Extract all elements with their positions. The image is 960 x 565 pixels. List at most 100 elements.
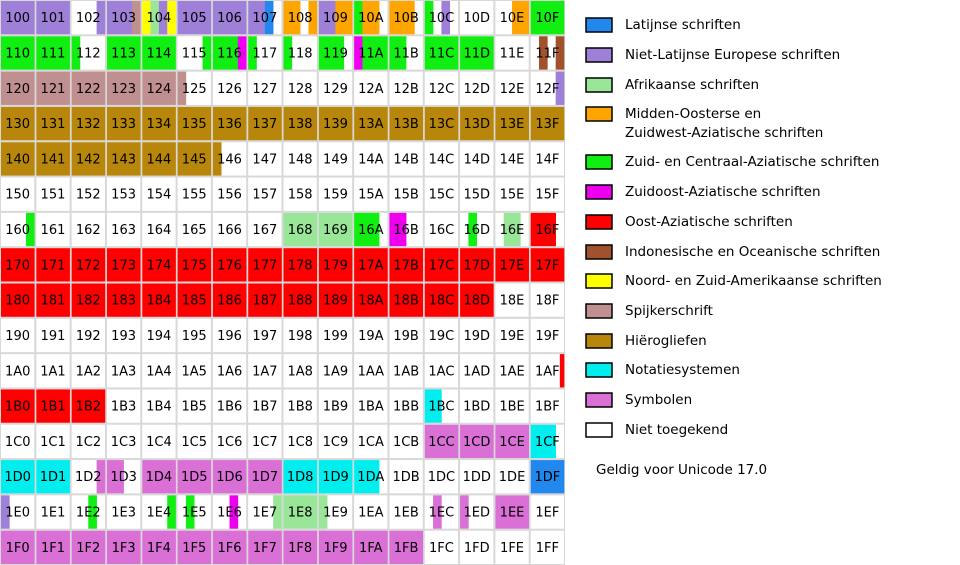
cell-bg: [495, 142, 529, 176]
cell-fill: [495, 495, 529, 529]
cell-label: 1D9: [322, 470, 349, 485]
cell-bg: [142, 318, 176, 353]
cell-bg: [212, 212, 247, 247]
legend-label: Afrikaanse schriften: [625, 77, 759, 93]
cell-fill: [441, 1, 451, 35]
cell-label: 121: [41, 82, 66, 97]
cell-bg: [495, 530, 529, 564]
cell-label: 192: [76, 329, 101, 344]
cell-fill: [370, 36, 380, 70]
cell-fill: [106, 1, 116, 35]
cell-label: 1E6: [217, 506, 242, 521]
cell-label: 1C9: [323, 435, 349, 450]
cell-fill: [1, 1, 35, 35]
cell-fill: [318, 283, 353, 317]
cell-fill: [177, 248, 212, 282]
cell-fill: [96, 460, 106, 494]
cell-bg: [177, 354, 211, 388]
cell-label: 18F: [535, 294, 559, 309]
cell-label: 18E: [500, 294, 525, 309]
cell-fill: [248, 1, 257, 35]
cell-bg: [354, 142, 388, 176]
cell-fill: [460, 36, 494, 70]
cell-bg: [389, 142, 423, 176]
cell-label: 175: [182, 258, 207, 273]
cell-bg: [389, 71, 423, 105]
cell-fill: [495, 424, 529, 459]
cell-fill: [212, 36, 222, 70]
cell-label: 182: [76, 294, 101, 309]
cell-fill: [1, 460, 35, 494]
cell-fill: [1, 248, 35, 282]
cell-fill: [389, 283, 424, 317]
cell-bg: [106, 318, 141, 353]
cell-label: 13A: [358, 117, 384, 132]
legend-swatch: [585, 273, 613, 289]
cell-label: 1F9: [323, 541, 347, 556]
cell-label: 197: [252, 329, 277, 344]
cell-fill: [327, 1, 336, 35]
cell-bg: [71, 212, 105, 247]
legend-label: Oost-Aziatische schriften: [625, 214, 793, 230]
cell-label: 1FF: [536, 541, 559, 556]
cell-label: 125: [182, 82, 207, 97]
cell-fill: [123, 1, 133, 35]
cell-fill: [106, 142, 141, 176]
cell-bg: [177, 177, 211, 211]
cell-bg: [460, 1, 494, 35]
cell-label: 173: [111, 258, 136, 273]
cell-fill: [106, 106, 141, 141]
cell-label: 19B: [393, 329, 418, 344]
cell-fill: [36, 283, 70, 317]
cell-fill: [273, 495, 282, 529]
cell-fill: [142, 142, 176, 176]
cell-label: 150: [5, 188, 30, 203]
cell-bg: [142, 212, 176, 247]
cell-label: 1D1: [40, 470, 67, 485]
cell-label: 1F8: [288, 541, 312, 556]
cell-label: 137: [252, 117, 277, 132]
cell-label: 18B: [393, 294, 418, 309]
cell-fill: [71, 71, 106, 105]
cell-fill: [460, 283, 494, 317]
cell-fill: [555, 36, 565, 70]
cell-label: 124: [146, 82, 171, 97]
cell-bg: [36, 424, 70, 459]
cell-label: 169: [323, 223, 348, 238]
cell-fill: [106, 248, 141, 282]
cell-bg: [530, 389, 564, 423]
cell-bg: [460, 389, 494, 423]
cell-bg: [36, 212, 70, 247]
cell-fill: [25, 212, 35, 247]
cell-label: 148: [288, 152, 313, 167]
cell-label: 19D: [463, 329, 490, 344]
cell-fill: [354, 36, 363, 70]
cell-fill: [495, 106, 529, 141]
cell-label: 1B0: [5, 400, 30, 415]
cell-label: 191: [41, 329, 66, 344]
cell-fill: [530, 106, 565, 141]
legend-swatch: [585, 303, 613, 319]
cell-fill: [71, 36, 81, 70]
cell-label: 17C: [429, 258, 455, 273]
cell-fill: [248, 530, 282, 564]
cell-fill: [158, 1, 168, 35]
cell-fill: [433, 389, 442, 423]
cell-fill: [212, 460, 247, 494]
cell-fill: [1, 106, 35, 141]
cell-fill: [495, 248, 529, 282]
cell-label: 14E: [500, 152, 525, 167]
cell-fill: [142, 530, 176, 564]
cell-label: 170: [5, 258, 30, 273]
cell-fill: [142, 283, 176, 317]
cell-bg: [354, 71, 388, 105]
cell-label: 17D: [463, 258, 490, 273]
cell-bg: [36, 354, 70, 388]
cell-bg: [318, 71, 353, 105]
cell-label: 1E0: [5, 506, 30, 521]
cell-label: 135: [182, 117, 207, 132]
cell-fill: [424, 1, 434, 35]
legend-swatch: [585, 214, 613, 230]
cell-bg: [71, 354, 105, 388]
cell-fill: [555, 71, 565, 105]
